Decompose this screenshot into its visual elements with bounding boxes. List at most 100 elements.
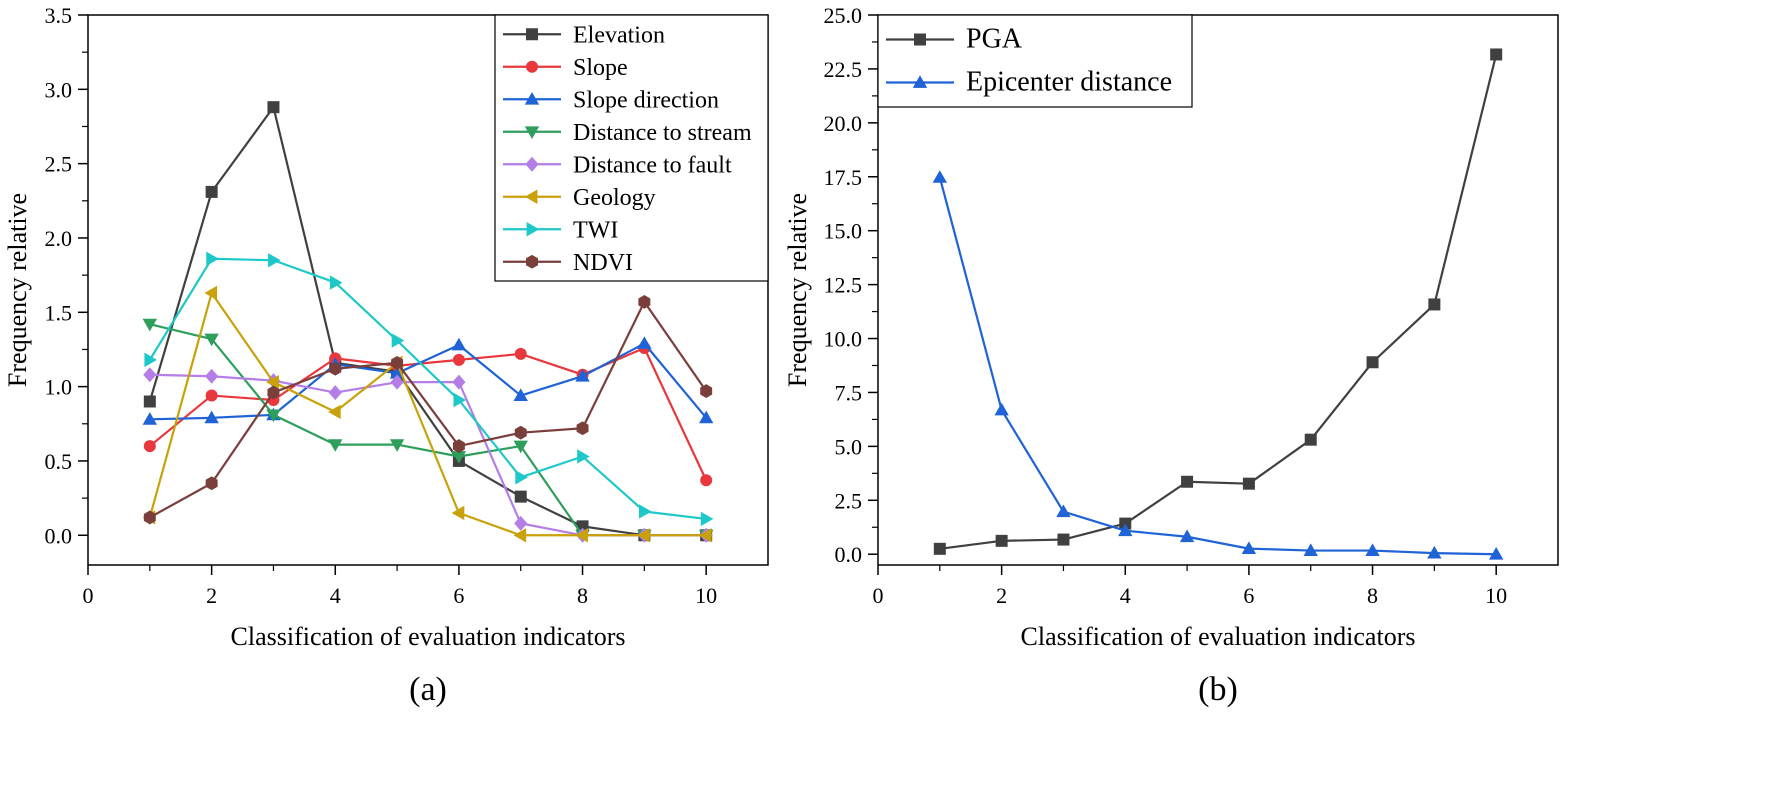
series-ndvi xyxy=(143,294,713,525)
legend-box xyxy=(494,14,769,282)
data-point xyxy=(513,388,528,401)
data-point xyxy=(1365,543,1380,556)
data-point xyxy=(637,528,650,543)
y-tick-label: 2.5 xyxy=(45,152,73,177)
legend-swatch-marker xyxy=(526,254,538,269)
series-line-slope xyxy=(149,346,708,481)
y-axis-title: Frequency relative xyxy=(3,193,32,387)
x-tick-label: 0 xyxy=(83,583,94,608)
legend-swatch-marker xyxy=(525,156,539,172)
x-axis-title: Classification of evaluation indicators xyxy=(1021,622,1416,651)
y-tick-label: 17.5 xyxy=(824,165,863,190)
data-point xyxy=(515,470,528,485)
data-point xyxy=(143,510,156,525)
y-tick-label: 25.0 xyxy=(824,3,863,28)
data-point xyxy=(1056,504,1071,518)
y-tick-label: 10.0 xyxy=(824,327,863,352)
series-distance-to-fault xyxy=(143,367,713,543)
data-point xyxy=(514,425,527,440)
x-tick-label: 2 xyxy=(206,583,217,608)
data-point xyxy=(389,439,405,452)
y-tick-label: 2.0 xyxy=(45,226,73,251)
data-point xyxy=(700,474,713,487)
x-tick-label: 4 xyxy=(330,583,341,608)
chart-panel-a: 0 2 4 6 8 10 0.0 0.5 1.0 1.5 2.0 2.5 3.0 3.5 Classific… xyxy=(3,3,769,708)
data-point xyxy=(698,528,712,543)
legend: PGA Epicenter distance xyxy=(877,14,1193,108)
data-point xyxy=(700,384,713,398)
y-tick-label: 1.0 xyxy=(45,375,73,400)
legend-label: NDVI xyxy=(573,250,633,276)
data-point xyxy=(142,412,158,425)
data-point xyxy=(142,318,158,332)
x-tick-label: 6 xyxy=(1243,583,1254,608)
legend-swatch-marker xyxy=(526,60,538,73)
series-line-elevation xyxy=(148,106,707,537)
series-line-twi xyxy=(148,257,707,521)
series-line-geology xyxy=(148,291,707,537)
panel-label: (a) xyxy=(409,671,447,708)
data-point xyxy=(204,410,219,424)
legend-swatch-marker xyxy=(914,33,926,46)
legend-swatch-marker xyxy=(524,92,540,105)
y-tick-label: 0.0 xyxy=(835,542,863,567)
x-tick-label: 2 xyxy=(996,583,1007,608)
x-tick-label: 10 xyxy=(695,583,717,608)
data-point xyxy=(513,440,528,454)
data-point xyxy=(205,368,219,384)
y-tick-label: 20.0 xyxy=(824,111,863,136)
series-twi xyxy=(144,251,714,527)
legend-swatch-marker xyxy=(912,75,928,88)
legend-swatch-marker xyxy=(526,28,538,41)
x-tick-label: 8 xyxy=(577,583,588,608)
series-pga xyxy=(933,48,1503,555)
data-point xyxy=(268,253,281,268)
data-point xyxy=(205,389,218,402)
data-point xyxy=(1242,477,1255,490)
data-point xyxy=(451,451,467,464)
data-point xyxy=(452,374,466,390)
data-point xyxy=(638,504,652,519)
y-tick-label: 22.5 xyxy=(824,57,863,82)
series-slope xyxy=(143,341,713,487)
data-point xyxy=(575,528,588,543)
data-point xyxy=(451,505,465,521)
data-point xyxy=(144,352,158,368)
data-point xyxy=(995,534,1008,547)
data-point xyxy=(328,404,341,420)
data-point xyxy=(1241,541,1257,555)
data-point xyxy=(451,337,467,351)
data-point xyxy=(328,385,342,401)
data-point xyxy=(698,410,714,424)
data-point xyxy=(205,185,218,198)
data-point xyxy=(206,251,219,266)
legend-swatch-marker xyxy=(524,126,540,139)
data-point xyxy=(143,395,156,408)
plot-frame xyxy=(87,14,769,566)
data-point xyxy=(933,542,946,555)
legend: Elevation Slope Slope direction Distance to… xyxy=(494,14,769,282)
data-point xyxy=(328,439,343,452)
data-point xyxy=(513,528,527,543)
legend-label: Epicenter distance xyxy=(966,67,1172,98)
data-point xyxy=(514,490,527,503)
data-point xyxy=(1181,475,1194,488)
data-point xyxy=(1366,356,1379,369)
data-point xyxy=(514,347,527,360)
data-point xyxy=(514,515,528,531)
y-tick-label: 0.0 xyxy=(45,523,73,548)
data-point xyxy=(638,294,651,309)
data-point xyxy=(1057,533,1070,546)
data-point xyxy=(1303,543,1318,556)
legend-label: PGA xyxy=(966,24,1023,55)
legend-swatch-marker xyxy=(526,222,540,237)
data-point xyxy=(637,336,652,349)
data-point xyxy=(1488,547,1504,560)
panel-label: (b) xyxy=(1198,671,1238,708)
y-tick-label: 3.0 xyxy=(45,77,73,102)
y-tick-label: 0.5 xyxy=(45,449,73,474)
legend-label: Elevation xyxy=(573,22,665,48)
data-point xyxy=(576,421,589,436)
y-tick-label: 2.5 xyxy=(835,488,863,513)
legend-label: Geology xyxy=(573,185,656,211)
